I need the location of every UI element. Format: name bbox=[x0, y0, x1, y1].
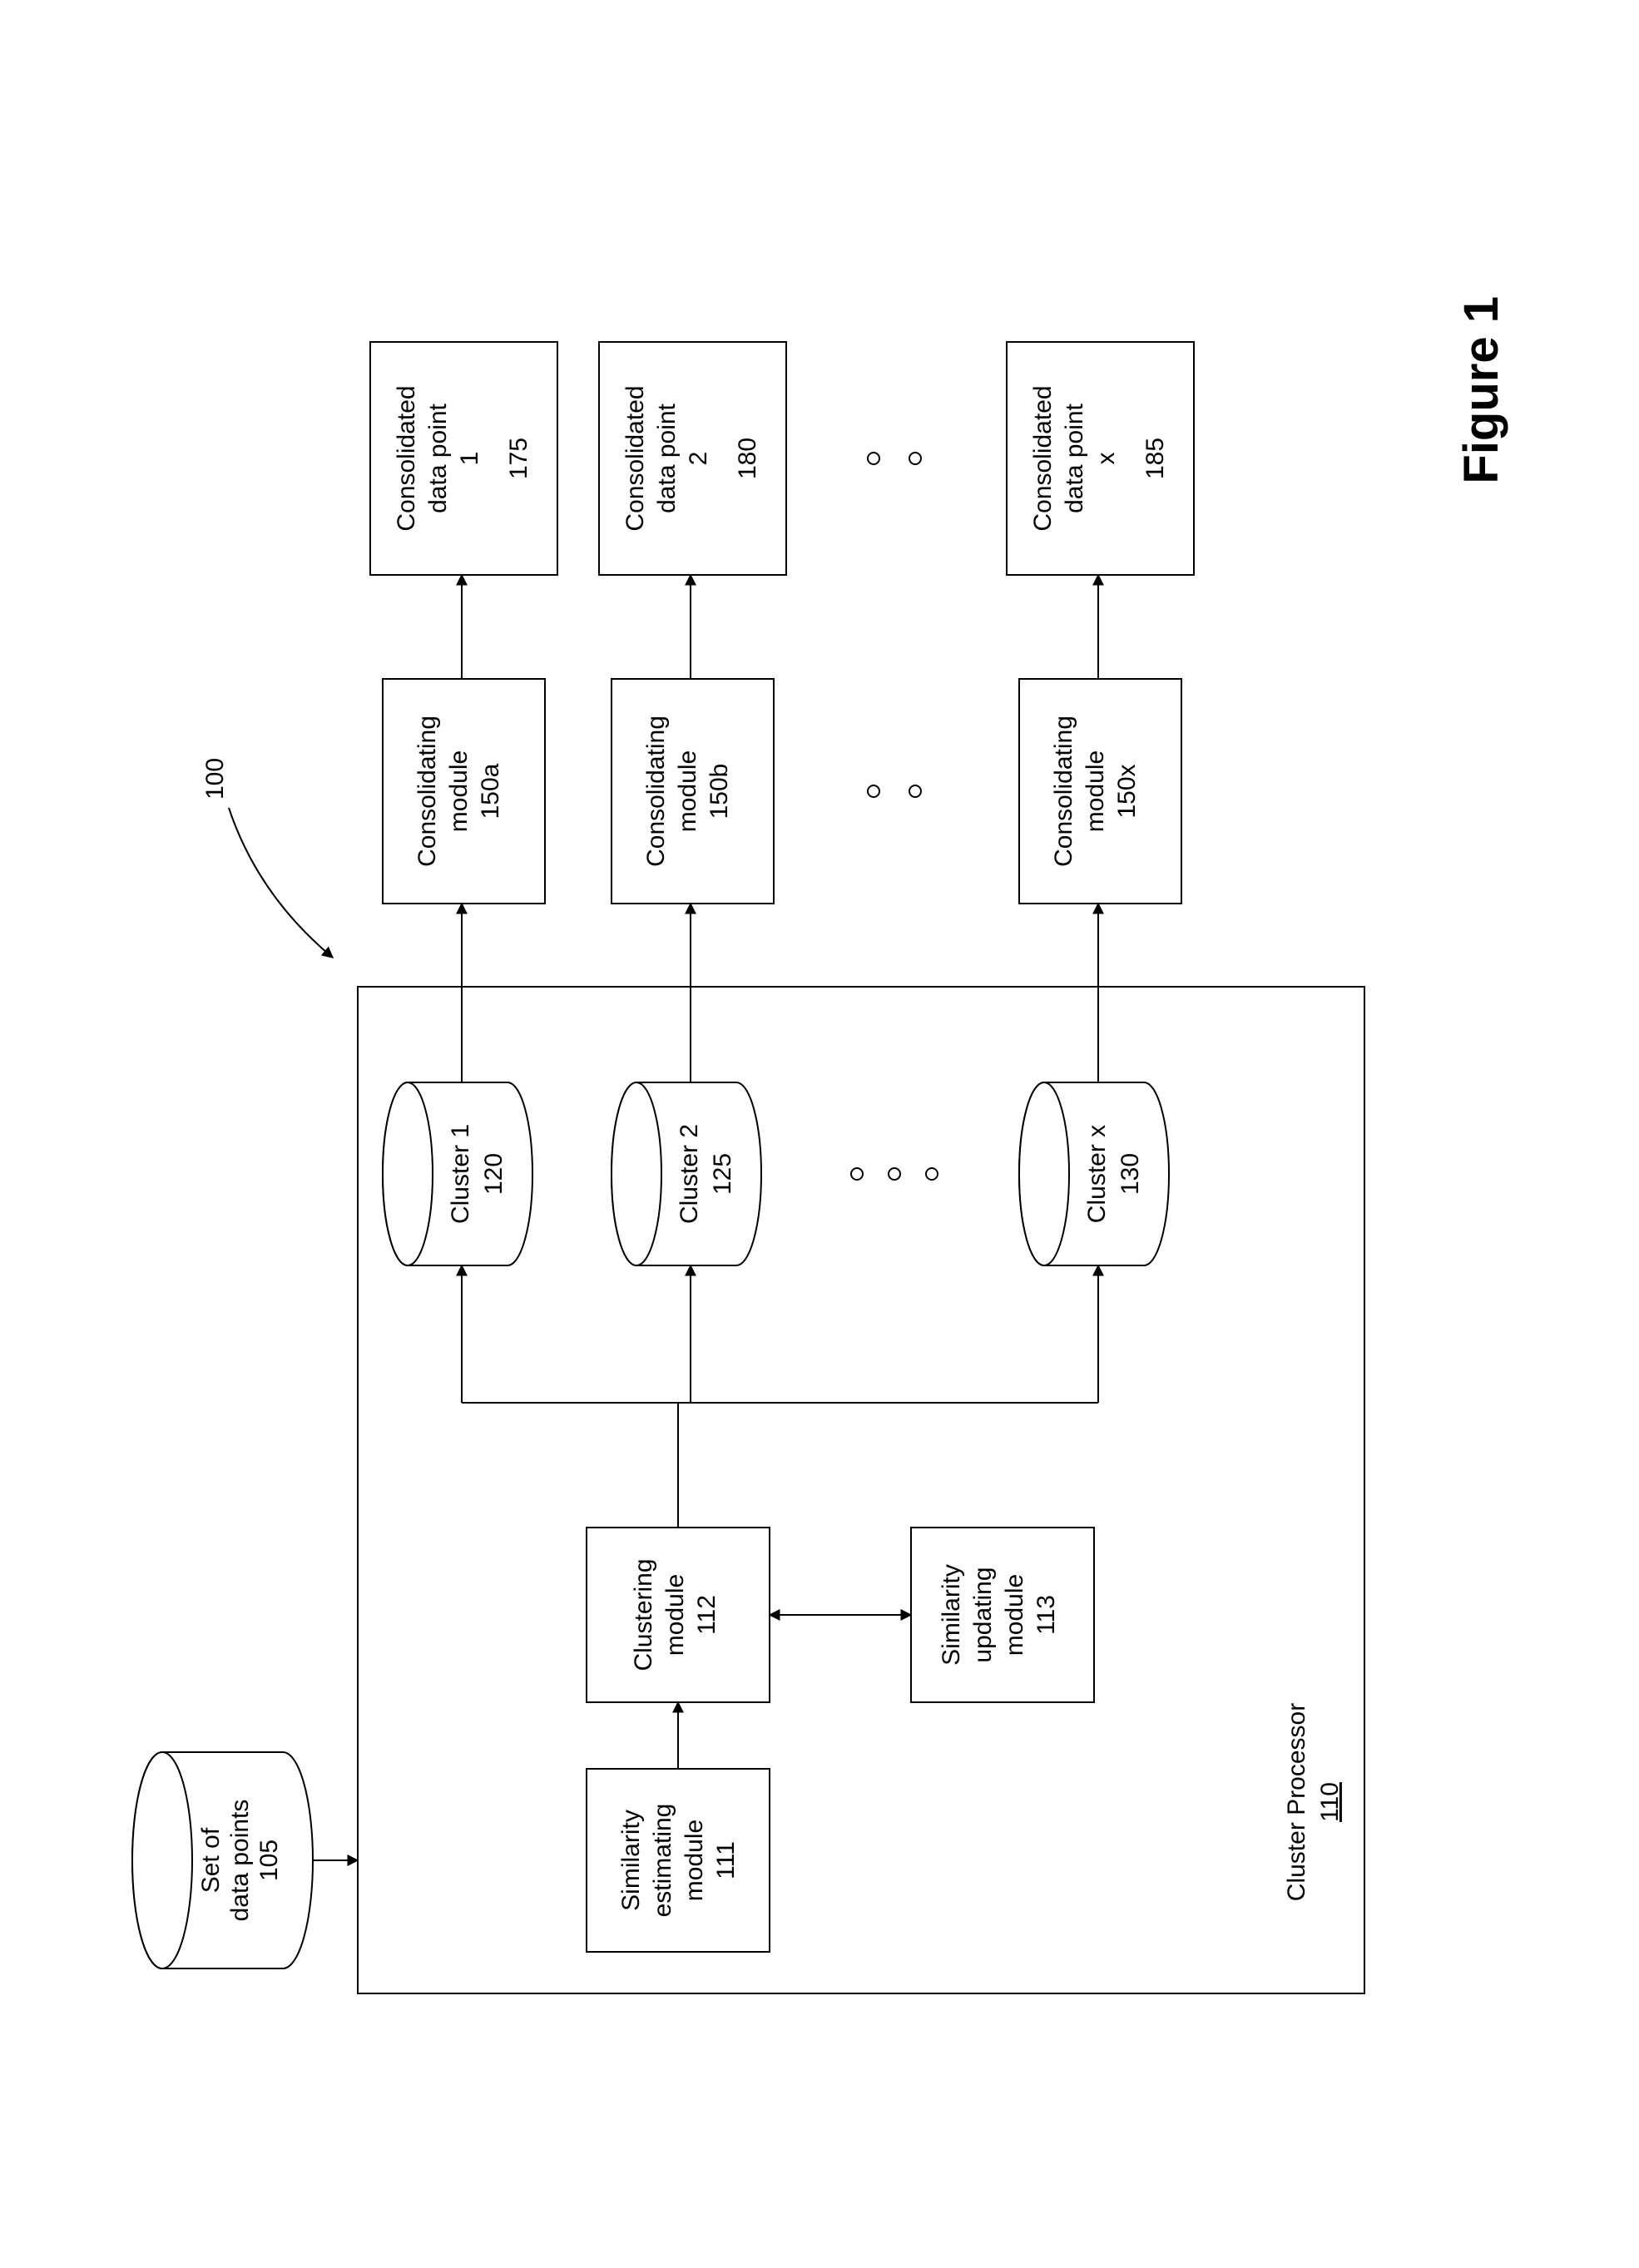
svg-text:185: 185 bbox=[1141, 438, 1169, 479]
cluster-processor-num: 110 bbox=[1316, 1782, 1344, 1822]
svg-text:data points: data points bbox=[226, 1800, 254, 1922]
svg-text:175: 175 bbox=[505, 438, 532, 479]
svg-text:module: module bbox=[1001, 1574, 1028, 1656]
similarity-updating-module: Similarity updating module 113 bbox=[911, 1528, 1094, 1702]
svg-text:Consolidating: Consolidating bbox=[642, 716, 670, 867]
svg-text:105: 105 bbox=[255, 1840, 283, 1881]
dots-cons bbox=[868, 785, 921, 797]
svg-text:Consolidated: Consolidated bbox=[393, 385, 420, 531]
svg-text:112: 112 bbox=[693, 1595, 720, 1635]
svg-text:Consolidating: Consolidating bbox=[413, 716, 441, 867]
consolidating-module-x: Consolidating module 150x bbox=[1019, 679, 1181, 904]
system-diagram: Cluster Processor 110 Set of data points… bbox=[0, 0, 1639, 2268]
svg-text:module: module bbox=[674, 750, 701, 832]
svg-text:Similarity: Similarity bbox=[938, 1564, 965, 1666]
svg-text:module: module bbox=[661, 1574, 689, 1656]
svg-text:Cluster 2: Cluster 2 bbox=[676, 1124, 703, 1224]
svg-text:x: x bbox=[1092, 453, 1120, 465]
svg-text:150x: 150x bbox=[1113, 764, 1141, 818]
svg-text:Cluster 1: Cluster 1 bbox=[447, 1124, 474, 1224]
svg-text:150a: 150a bbox=[477, 763, 504, 819]
svg-text:estimating: estimating bbox=[649, 1804, 676, 1918]
svg-text:data point: data point bbox=[424, 403, 452, 513]
svg-text:125: 125 bbox=[709, 1153, 736, 1195]
set-of-data-points: Set of data points 105 bbox=[132, 1752, 313, 1968]
svg-text:1: 1 bbox=[456, 452, 483, 466]
svg-text:150b: 150b bbox=[706, 764, 733, 820]
svg-text:Consolidated: Consolidated bbox=[621, 385, 649, 531]
svg-text:113: 113 bbox=[1032, 1595, 1060, 1635]
svg-text:Cluster x: Cluster x bbox=[1083, 1125, 1111, 1223]
svg-text:module: module bbox=[1082, 750, 1109, 832]
svg-text:data point: data point bbox=[1061, 403, 1088, 513]
consolidating-module-a: Consolidating module 150a bbox=[383, 679, 545, 904]
svg-text:130: 130 bbox=[1117, 1153, 1144, 1195]
svg-text:Similarity: Similarity bbox=[617, 1810, 645, 1911]
similarity-estimating-module: Similarity estimating module 111 bbox=[587, 1769, 770, 1952]
figure-label: Figure 1 bbox=[1454, 296, 1508, 484]
consolidated-data-point-1: Consolidated data point 1 175 bbox=[370, 342, 557, 575]
cluster-1: Cluster 1 120 bbox=[383, 1082, 532, 1265]
cluster-x: Cluster x 130 bbox=[1019, 1082, 1169, 1265]
clustering-module: Clustering module 112 bbox=[587, 1528, 770, 1702]
svg-text:updating: updating bbox=[969, 1567, 997, 1662]
ref-100-label: 100 bbox=[201, 758, 229, 800]
svg-text:Consolidated: Consolidated bbox=[1029, 385, 1057, 531]
svg-text:Clustering: Clustering bbox=[630, 1558, 657, 1671]
svg-text:Set of: Set of bbox=[197, 1827, 225, 1893]
svg-text:111: 111 bbox=[712, 1841, 740, 1879]
svg-text:180: 180 bbox=[734, 438, 761, 479]
consolidating-module-b: Consolidating module 150b bbox=[612, 679, 774, 904]
svg-text:module: module bbox=[681, 1820, 708, 1901]
ref-100-leader bbox=[229, 808, 333, 958]
dots-cdp bbox=[868, 453, 921, 464]
svg-text:Consolidating: Consolidating bbox=[1050, 716, 1077, 867]
svg-text:module: module bbox=[445, 750, 473, 832]
cluster-2: Cluster 2 125 bbox=[612, 1082, 761, 1265]
cluster-processor-label: Cluster Processor bbox=[1283, 1703, 1310, 1901]
svg-text:2: 2 bbox=[685, 452, 712, 466]
consolidated-data-point-x: Consolidated data point x 185 bbox=[1007, 342, 1194, 575]
svg-text:data point: data point bbox=[653, 403, 681, 513]
svg-text:120: 120 bbox=[480, 1153, 508, 1195]
consolidated-data-point-2: Consolidated data point 2 180 bbox=[599, 342, 786, 575]
